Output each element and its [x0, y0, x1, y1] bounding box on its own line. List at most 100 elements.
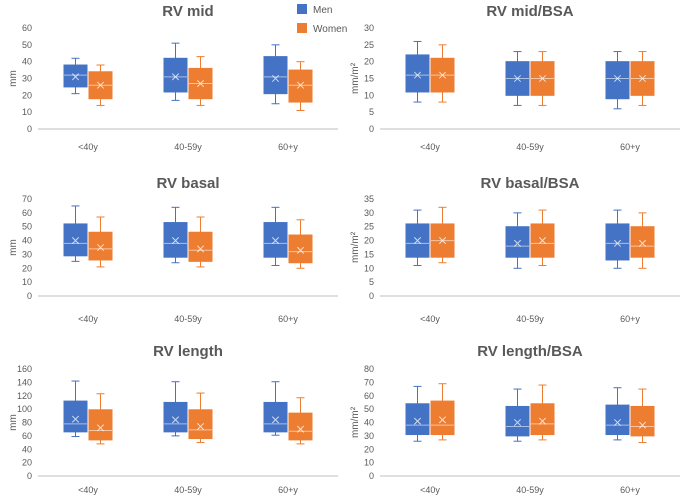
y-tick-label: 0 [369, 471, 374, 481]
y-tick-label: 25 [364, 40, 374, 50]
box-women-40-59y [530, 51, 555, 106]
mean-marker [296, 246, 305, 254]
chart-title: RV mid/BSA [486, 3, 573, 20]
box-men-40-59y [505, 51, 530, 106]
y-tick-label: 40 [364, 418, 374, 428]
box-iqr [263, 56, 288, 95]
box-women-60-y [630, 388, 655, 444]
box-women-40y [430, 44, 455, 103]
x-tick-label: 40-59y [516, 314, 544, 324]
box-men-60-y [263, 44, 288, 105]
y-tick-label: 0 [27, 124, 32, 134]
mean-marker [196, 245, 205, 253]
box-iqr [63, 64, 88, 88]
y-tick-label: 70 [22, 194, 32, 204]
mean-marker [96, 243, 105, 252]
x-tick-label: <40y [420, 142, 440, 152]
chart-title: RV basal/BSA [481, 175, 580, 192]
box-women-40y [88, 64, 113, 106]
y-axis-label: mm/m² [350, 406, 361, 438]
mean-marker [171, 416, 180, 424]
box-iqr [505, 405, 530, 437]
mean-marker [638, 74, 647, 83]
y-tick-label: 10 [364, 90, 374, 100]
legend-label-women: Women [313, 24, 347, 35]
y-tick-label: 30 [364, 431, 374, 441]
chart-rv-mid: RV mid mm 0 10 20 30 40 50 60 <40y 40-59y 60+y [8, 3, 338, 152]
x-tick-label: 40-59y [174, 485, 202, 495]
mean-marker [196, 422, 205, 431]
y-tick-label: 60 [22, 23, 32, 33]
box-men-40y [405, 385, 430, 442]
y-tick-label: 30 [364, 23, 374, 33]
box-men-40y [405, 209, 430, 267]
y-tick-label: 15 [364, 249, 374, 259]
mean-marker [513, 418, 522, 427]
box-men-60-y [605, 209, 630, 269]
box-iqr [405, 54, 430, 93]
box-women-60-y [288, 397, 313, 445]
box-iqr [630, 405, 655, 437]
mean-marker [438, 416, 447, 424]
x-tick-label: 40-59y [516, 142, 544, 152]
box-men-60-y [605, 51, 630, 110]
chart-rv-length: RV length mm 0 20 40 60 80 100 120 140 160 <40y 40-5… [8, 343, 338, 495]
y-tick-label: 100 [17, 404, 32, 414]
mean-marker [613, 239, 622, 247]
box-iqr [163, 401, 188, 433]
mean-marker [196, 79, 205, 88]
y-tick-label: 60 [22, 208, 32, 218]
chart-rv-basal-bsa: RV basal/BSA mm/m² 0 5 10 15 20 25 30 35 <40y 40-59… [350, 175, 680, 324]
mean-marker [271, 416, 280, 424]
y-tick-label: 40 [22, 236, 32, 246]
x-tick-label: <40y [420, 485, 440, 495]
box-iqr [405, 403, 430, 436]
box-iqr [288, 412, 313, 441]
mean-marker [638, 239, 647, 247]
y-tick-label: 50 [22, 222, 32, 232]
box-iqr [263, 401, 288, 433]
x-tick-label: 60+y [620, 314, 640, 324]
chart-rv-mid-bsa: RV mid/BSA mm/m² 0 5 10 15 20 25 30 <40y 40-59y 60+… [350, 3, 680, 152]
y-tick-label: 35 [364, 194, 374, 204]
y-tick-label: 80 [22, 418, 32, 428]
box-women-40y [430, 383, 455, 441]
x-tick-label: 40-59y [174, 314, 202, 324]
y-tick-label: 20 [364, 236, 374, 246]
box-women-40-59y [188, 392, 213, 444]
y-tick-label: 160 [17, 364, 32, 374]
y-tick-label: 60 [364, 391, 374, 401]
mean-marker [538, 237, 547, 245]
mean-marker [271, 74, 280, 83]
box-iqr [288, 69, 313, 103]
chart-title: RV mid [162, 3, 213, 20]
mean-marker [613, 74, 622, 83]
y-tick-label: 30 [22, 249, 32, 259]
mean-marker [638, 421, 647, 429]
box-iqr [430, 400, 455, 436]
mean-marker [71, 73, 80, 81]
box-women-40-59y [530, 209, 555, 267]
y-tick-label: 0 [27, 291, 32, 301]
box-iqr [88, 231, 113, 261]
y-tick-label: 10 [364, 263, 374, 273]
mean-marker [171, 237, 180, 245]
y-axis-label: mm [8, 414, 19, 431]
box-men-40-59y [163, 381, 188, 437]
box-women-60-y [288, 219, 313, 269]
mean-marker [171, 73, 180, 81]
box-women-60-y [630, 212, 655, 269]
chart-title: RV basal [156, 175, 219, 192]
y-tick-label: 10 [22, 107, 32, 117]
mean-marker [538, 417, 547, 425]
y-axis-label: mm [8, 239, 19, 256]
box-men-40-59y [163, 42, 188, 101]
y-tick-label: 40 [22, 57, 32, 67]
mean-marker [438, 237, 447, 245]
x-tick-label: <40y [420, 314, 440, 324]
y-tick-label: 60 [22, 431, 32, 441]
x-tick-label: 60+y [278, 485, 298, 495]
box-iqr [88, 409, 113, 441]
box-iqr [630, 226, 655, 258]
box-men-60-y [263, 381, 288, 436]
